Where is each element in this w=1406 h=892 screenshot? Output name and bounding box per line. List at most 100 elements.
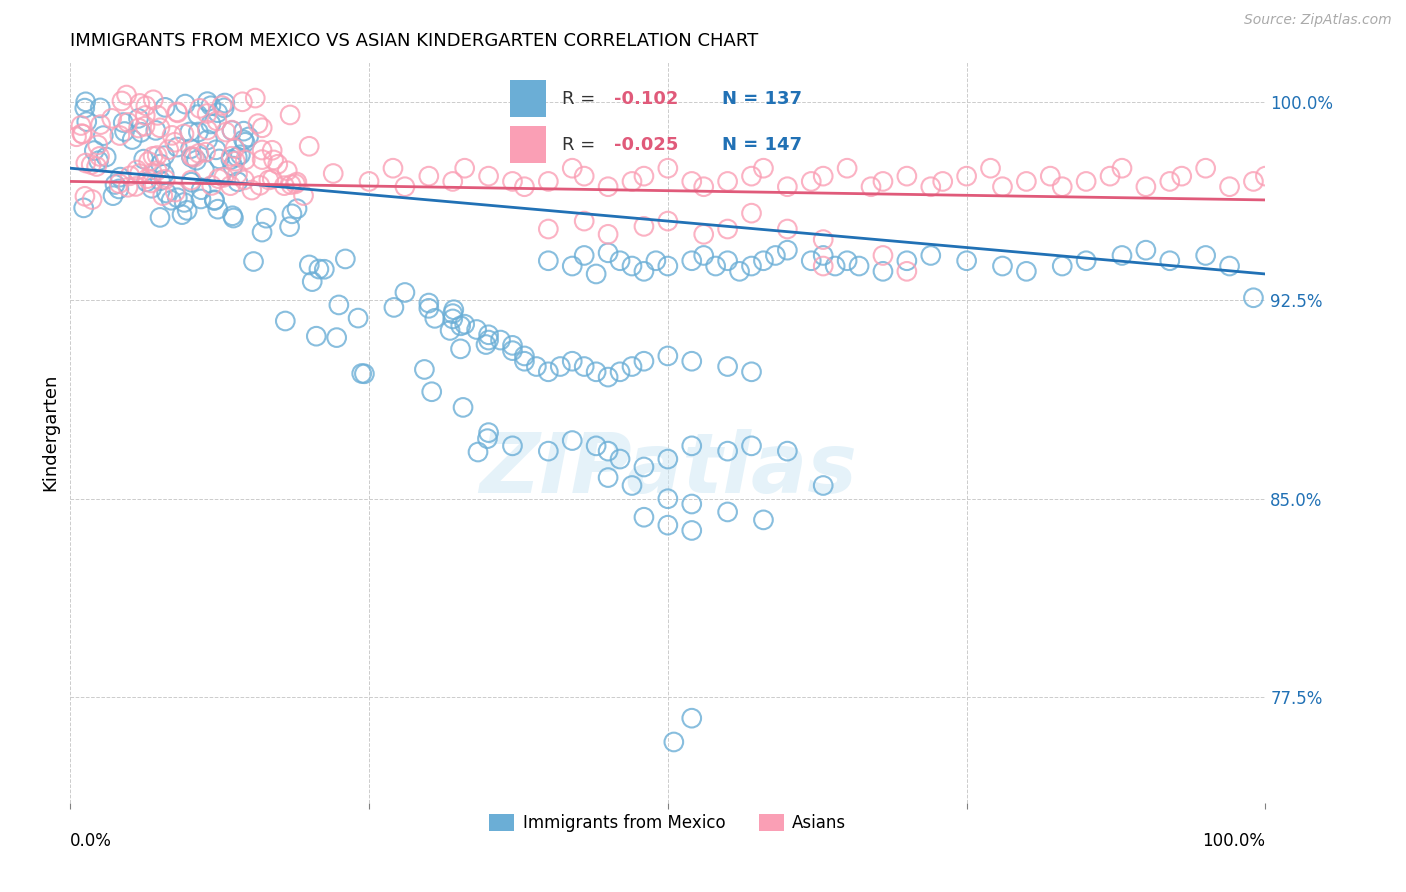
- Point: [752, 253, 775, 268]
- Point: [420, 384, 443, 399]
- Point: [226, 175, 249, 189]
- Point: [207, 202, 229, 216]
- Point: [1099, 169, 1122, 183]
- Point: [274, 314, 297, 328]
- Point: [233, 136, 256, 150]
- Point: [513, 349, 536, 363]
- Point: [394, 285, 416, 300]
- Point: [633, 169, 655, 183]
- Point: [574, 214, 596, 228]
- Point: [87, 153, 110, 168]
- Point: [394, 179, 416, 194]
- Point: [136, 171, 159, 186]
- Point: [1015, 264, 1038, 278]
- Point: [418, 301, 440, 316]
- Point: [526, 359, 548, 374]
- Point: [1195, 248, 1218, 262]
- Point: [813, 233, 835, 247]
- Point: [681, 354, 703, 368]
- Point: [325, 330, 347, 344]
- Point: [322, 166, 344, 180]
- Point: [657, 349, 679, 363]
- Point: [609, 452, 631, 467]
- Point: [574, 248, 596, 262]
- Point: [717, 253, 740, 268]
- Point: [221, 149, 243, 163]
- Point: [1159, 253, 1181, 268]
- Text: Source: ZipAtlas.com: Source: ZipAtlas.com: [1244, 13, 1392, 28]
- Point: [1218, 259, 1241, 273]
- Point: [740, 259, 762, 273]
- Point: [149, 173, 172, 187]
- Point: [232, 133, 254, 147]
- Point: [920, 179, 942, 194]
- Point: [717, 174, 740, 188]
- Point: [73, 101, 96, 115]
- Point: [129, 125, 152, 139]
- Point: [418, 169, 440, 183]
- Point: [108, 177, 131, 191]
- Point: [193, 162, 215, 177]
- Point: [657, 259, 679, 273]
- Point: [537, 253, 560, 268]
- Point: [574, 169, 596, 183]
- Point: [72, 201, 94, 215]
- Point: [222, 211, 245, 225]
- Point: [896, 264, 918, 278]
- Point: [932, 174, 955, 188]
- Point: [285, 202, 308, 216]
- Point: [717, 222, 740, 236]
- Point: [285, 175, 308, 189]
- Point: [537, 365, 560, 379]
- Point: [314, 262, 336, 277]
- Point: [776, 179, 799, 194]
- Point: [991, 179, 1014, 194]
- Point: [872, 248, 894, 262]
- Point: [717, 359, 740, 374]
- Point: [423, 311, 446, 326]
- Point: [257, 173, 280, 187]
- Point: [478, 169, 501, 183]
- Point: [229, 148, 252, 162]
- Point: [657, 491, 679, 506]
- Point: [662, 735, 685, 749]
- Point: [305, 329, 328, 343]
- Point: [308, 262, 330, 277]
- Point: [155, 172, 177, 186]
- Point: [537, 174, 560, 188]
- Point: [111, 94, 134, 108]
- Point: [166, 106, 188, 120]
- Point: [226, 167, 249, 181]
- Point: [73, 189, 96, 203]
- Point: [246, 117, 269, 131]
- Point: [574, 359, 596, 374]
- Point: [249, 178, 271, 193]
- Point: [728, 264, 751, 278]
- Point: [250, 225, 273, 239]
- Point: [141, 181, 163, 195]
- Point: [350, 367, 373, 381]
- Point: [146, 163, 169, 178]
- Point: [681, 524, 703, 538]
- Point: [187, 146, 209, 161]
- Point: [231, 95, 253, 109]
- Point: [489, 333, 512, 347]
- Point: [681, 439, 703, 453]
- Point: [188, 101, 211, 115]
- Point: [633, 460, 655, 475]
- Point: [872, 264, 894, 278]
- Point: [502, 174, 524, 188]
- Point: [633, 510, 655, 524]
- Point: [134, 108, 156, 122]
- Point: [240, 183, 263, 197]
- Point: [1052, 259, 1074, 273]
- Point: [837, 161, 859, 176]
- Point: [824, 259, 846, 273]
- Point: [127, 112, 149, 126]
- Point: [956, 253, 979, 268]
- Point: [1159, 174, 1181, 188]
- Point: [740, 365, 762, 379]
- Point: [101, 188, 124, 202]
- Point: [776, 243, 799, 257]
- Point: [180, 150, 202, 164]
